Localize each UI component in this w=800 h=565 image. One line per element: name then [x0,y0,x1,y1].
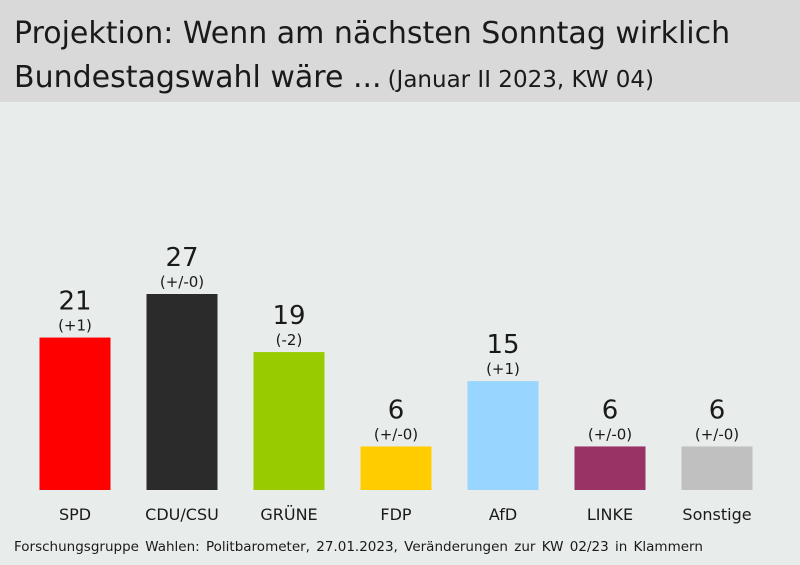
bar-chart: 21(+1)SPD27(+/-0)CDU/CSU19(-2)GRÜNE6(+/-… [39,243,753,524]
bar-fdp [360,446,432,490]
change-label-cdu-csu: (+/-0) [160,273,204,291]
category-label-spd: SPD [59,505,91,524]
value-label-spd: 21 [58,287,91,317]
source-note: Forschungsgruppe Wahlen: Politbarometer,… [14,539,703,555]
change-label-linke: (+/-0) [588,425,632,443]
change-label-spd: (+1) [58,317,92,335]
category-label-cdu-csu: CDU/CSU [145,505,219,524]
category-label-afd: AfD [489,505,517,524]
bar-spd [39,337,111,490]
value-label-sonstige: 6 [709,395,726,425]
category-label-sonstige: Sonstige [682,505,751,524]
value-label-cdu-csu: 27 [165,243,198,273]
category-label-fdp: FDP [380,505,412,524]
bar-sonstige [681,446,753,490]
change-label-afd: (+1) [486,360,520,378]
change-label-gr-ne: (-2) [276,331,303,349]
bar-afd [467,381,539,490]
value-label-afd: 15 [486,330,519,360]
bar-linke [574,446,646,490]
value-label-linke: 6 [602,395,619,425]
chart-title-line-1: Projektion: Wenn am nächsten Sonntag wir… [14,16,731,51]
category-label-gr-ne: GRÜNE [260,505,317,524]
change-label-fdp: (+/-0) [374,425,418,443]
chart-title-line-2: Bundestagswahl wäre ... (Januar II 2023, … [14,60,654,95]
chart-subtitle: (Januar II 2023, KW 04) [387,67,655,93]
value-label-gr-ne: 19 [272,301,305,331]
change-label-sonstige: (+/-0) [695,425,739,443]
chart-header: Projektion: Wenn am nächsten Sonntag wir… [0,0,800,102]
category-label-linke: LINKE [587,505,633,524]
value-label-fdp: 6 [388,395,405,425]
bar-cdu-csu [146,294,218,490]
chart-title-line-2-text: Bundestagswahl wäre ... [14,60,382,95]
bar-gr-ne [253,352,325,490]
